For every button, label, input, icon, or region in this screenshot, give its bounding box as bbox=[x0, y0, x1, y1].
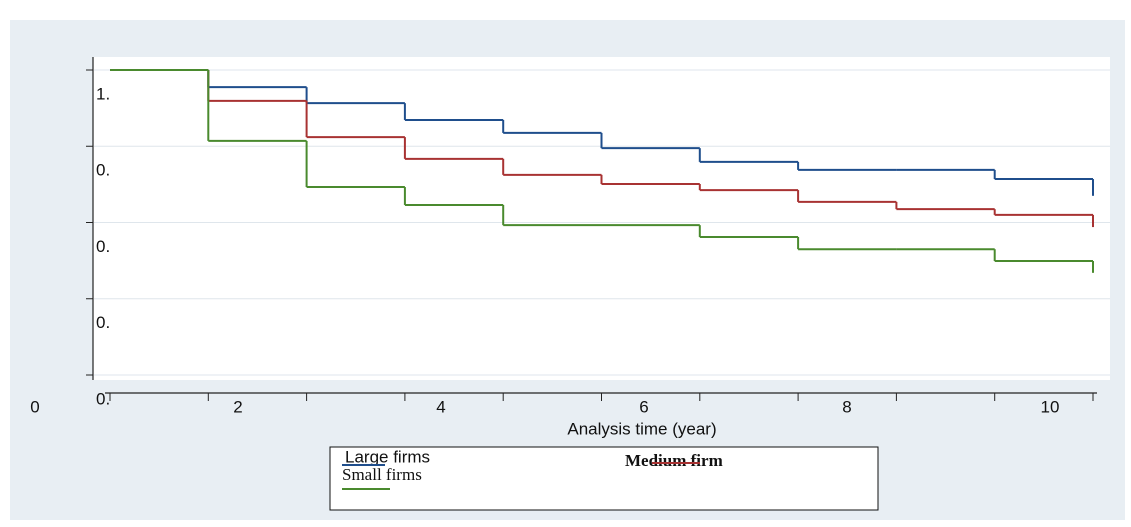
legend-label: Small firms bbox=[342, 465, 422, 484]
legend bbox=[329, 446, 879, 511]
plot-area bbox=[93, 57, 1110, 380]
y-tick-label: 0. bbox=[96, 389, 110, 408]
y-tick-label: 0. bbox=[96, 161, 110, 180]
x-tick-label: 2 bbox=[233, 397, 242, 416]
x-tick-label: 0 bbox=[30, 397, 39, 416]
x-tick-label: 4 bbox=[436, 397, 445, 416]
legend-label: Medium firm bbox=[625, 451, 723, 470]
y-tick-label: 0. bbox=[96, 237, 110, 256]
y-tick-label: 0. bbox=[96, 313, 110, 332]
x-tick-label: 8 bbox=[842, 397, 851, 416]
x-axis-title: Analysis time (year) bbox=[567, 419, 716, 438]
x-tick-label: 6 bbox=[639, 397, 648, 416]
legend-label: Large firms bbox=[345, 447, 430, 466]
y-tick-label: 1. bbox=[96, 84, 110, 103]
x-tick-label: 10 bbox=[1041, 397, 1060, 416]
